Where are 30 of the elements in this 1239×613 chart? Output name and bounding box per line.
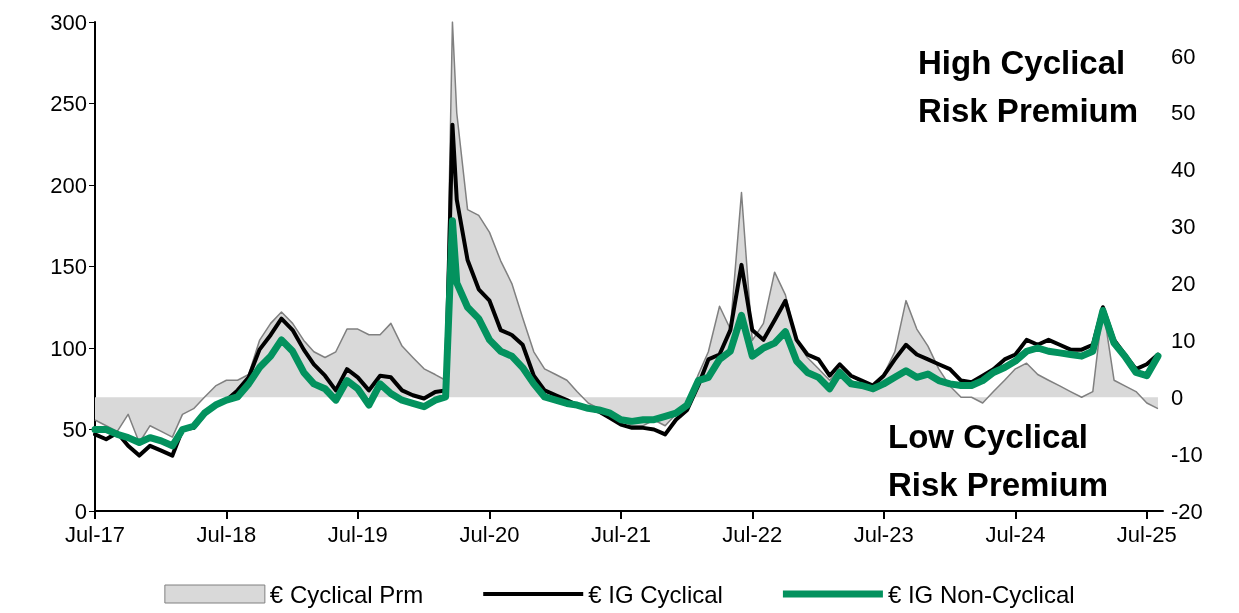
y-tick-label: 300 bbox=[50, 9, 87, 35]
annotation: High Cyclical Risk Premium bbox=[918, 43, 1139, 129]
y-tick-label: 0 bbox=[74, 498, 87, 524]
y2-tick-label: -10 bbox=[1171, 441, 1203, 467]
x-tick-label: Jul-24 bbox=[985, 521, 1046, 547]
y2-tick-label: 40 bbox=[1171, 157, 1196, 183]
x-tick-label: Jul-22 bbox=[722, 521, 783, 547]
y2-tick-label: -20 bbox=[1171, 498, 1203, 524]
y2-tick-label: 10 bbox=[1171, 327, 1196, 353]
x-tick-label: Jul-19 bbox=[327, 521, 388, 547]
y-tick-label: 200 bbox=[50, 172, 87, 198]
y-tick-label: 50 bbox=[62, 417, 87, 442]
x-tick-label: Jul-20 bbox=[459, 521, 520, 547]
y2-tick-label: 30 bbox=[1171, 214, 1196, 240]
y-tick-label: 250 bbox=[50, 91, 87, 116]
x-tick-label: Jul-17 bbox=[65, 521, 125, 547]
y-tick-label: 100 bbox=[50, 335, 87, 361]
x-tick-label: Jul-23 bbox=[853, 521, 914, 547]
x-tick-label: Jul-25 bbox=[1116, 521, 1177, 547]
y2-tick-label: 0 bbox=[1171, 384, 1184, 410]
legend-label: € IG Non-Cyclical bbox=[887, 580, 1075, 608]
annotation: Low Cyclical Risk Premium bbox=[888, 417, 1109, 503]
y2-tick-label: 50 bbox=[1171, 100, 1196, 126]
x-tick-label: Jul-21 bbox=[590, 521, 651, 547]
y2-tick-label: 20 bbox=[1171, 271, 1196, 297]
y-tick-label: 150 bbox=[50, 254, 87, 279]
y2-tick-label: 60 bbox=[1171, 43, 1196, 69]
x-tick-label: Jul-18 bbox=[196, 521, 257, 547]
legend-label: € IG Cyclical bbox=[588, 580, 723, 608]
legend-label: € Cyclical Prm bbox=[269, 580, 424, 608]
